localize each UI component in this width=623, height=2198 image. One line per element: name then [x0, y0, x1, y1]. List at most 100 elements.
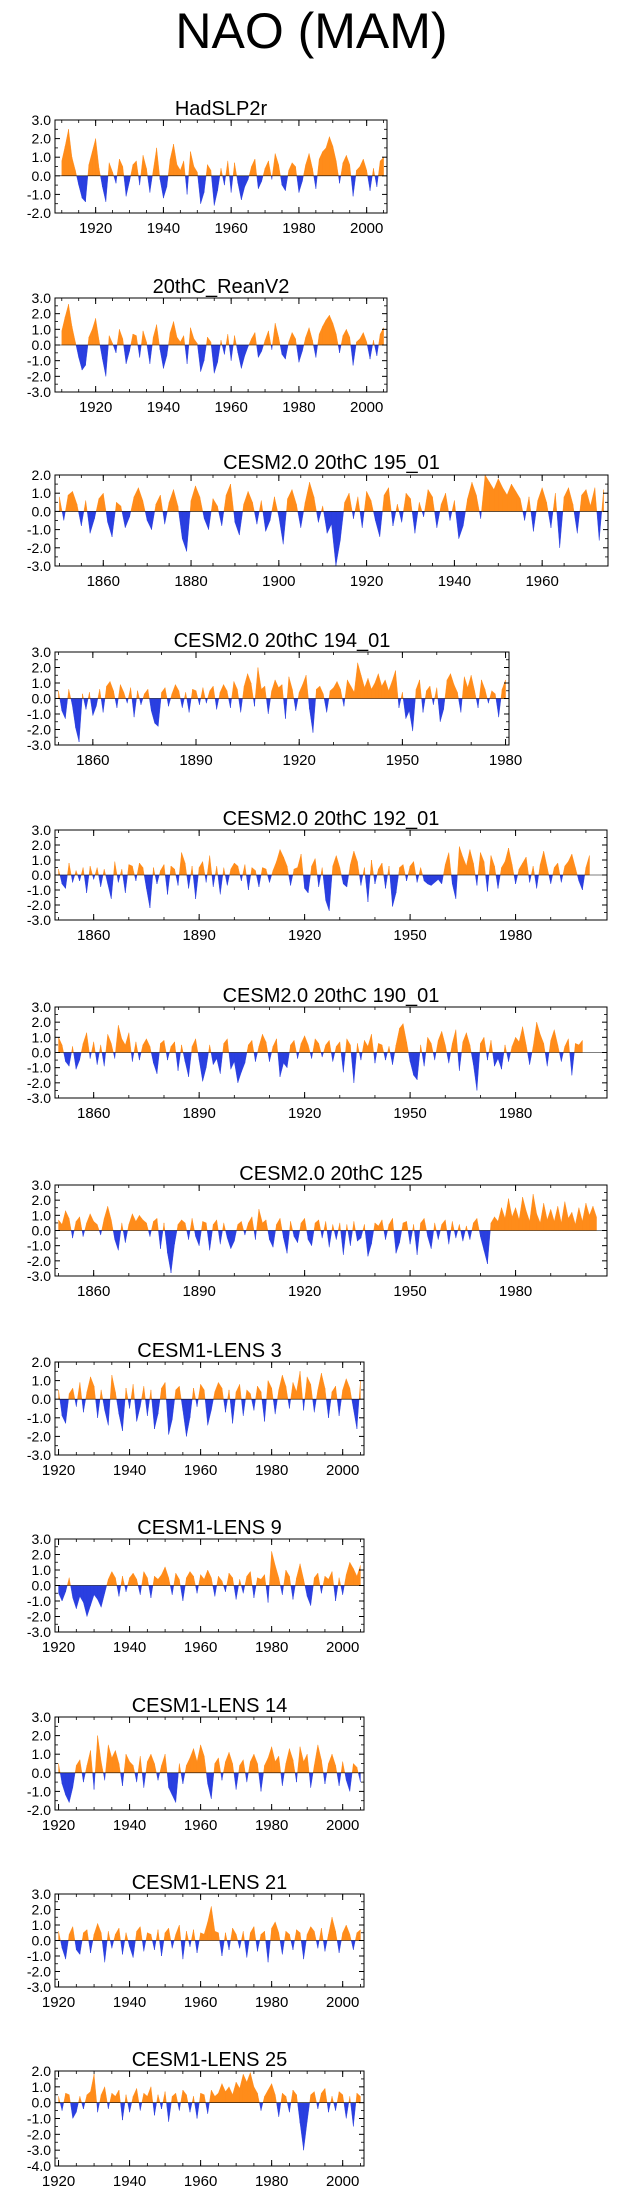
y-tick-label: -3.0: [27, 1090, 51, 1106]
y-tick-label: -2.0: [27, 368, 51, 384]
panel-title: CESM2.0 20thC 194_01: [174, 630, 391, 652]
y-tick-label: -2.0: [27, 897, 51, 913]
y-tick-label: 0.0: [32, 168, 52, 184]
y-tick-label: 1.0: [32, 1746, 52, 1762]
x-tick-label: 2000: [350, 399, 383, 416]
positive-area: [58, 1194, 597, 1231]
negative-area: [59, 2102, 357, 2151]
y-tick-label: -3.0: [27, 558, 51, 574]
y-tick-label: 3.0: [32, 999, 52, 1015]
y-tick-label: -1.0: [27, 1783, 51, 1799]
x-tick-label: 1920: [42, 1817, 75, 1834]
x-tick-label: 1890: [179, 752, 212, 769]
x-tick-label: 1980: [489, 752, 522, 769]
y-tick-label: -2.0: [27, 1802, 51, 1818]
y-tick-label: 0.0: [32, 1933, 52, 1949]
y-tick-label: -2.0: [27, 1609, 51, 1625]
y-tick-label: -2.0: [27, 540, 51, 556]
x-tick-label: 1960: [525, 573, 558, 590]
negative-area: [61, 511, 602, 566]
y-tick-label: -1.0: [27, 1060, 51, 1076]
panel-title: CESM1-LENS 9: [137, 1517, 282, 1539]
y-tick-label: 2.0: [32, 306, 52, 322]
y-tick-label: 2.0: [32, 837, 52, 853]
nao-panel-12: CESM1-LENS 252.01.00.0-1.0-2.0-3.0-4.019…: [27, 2049, 365, 2190]
y-tick-label: 0.0: [32, 1223, 52, 1239]
y-tick-label: -2.0: [27, 722, 51, 738]
y-tick-label: -1.0: [27, 1238, 51, 1254]
y-tick-label: -3.0: [27, 1268, 51, 1284]
x-tick-label: 1950: [393, 1105, 426, 1122]
y-tick-label: 0.0: [32, 1391, 52, 1407]
y-tick-label: 2.0: [32, 131, 52, 147]
y-tick-label: 0.0: [32, 1045, 52, 1061]
negative-area: [59, 874, 585, 912]
x-tick-label: 2000: [350, 220, 383, 237]
y-tick-label: -3.0: [27, 1979, 51, 1995]
y-tick-label: 1.0: [32, 149, 52, 165]
nao-panel-11: CESM1-LENS 21 3.02.01.00.0-1.0-2.0-3.0192…: [27, 1872, 365, 2011]
panel-title: CESM1-LENS 3: [137, 1340, 282, 1362]
x-tick-label: 1860: [77, 1105, 110, 1122]
y-tick-label: -3.0: [27, 2142, 51, 2158]
y-tick-label: 3.0: [32, 1709, 52, 1725]
panel-title: CESM2.0 20thC 195_01: [223, 452, 440, 474]
negative-area: [70, 1230, 491, 1274]
negative-area: [59, 1399, 360, 1437]
nao-panel-4: CESM2.0 20thC 194_01 3.02.01.00.0-1.0-2.0…: [27, 630, 522, 769]
x-tick-label: 1960: [184, 1817, 217, 1834]
negative-area: [58, 1585, 345, 1617]
nao-panel-2: 20thC_ReanV2 3.02.01.00.0-1.0-2.0-3.0 1920…: [27, 276, 388, 416]
y-tick-label: -4.0: [27, 2158, 51, 2174]
x-tick-label: 2000: [326, 1639, 359, 1656]
y-tick-label: -1.0: [27, 353, 51, 369]
panel-title: CESM1-LENS 21: [132, 1872, 288, 1894]
x-tick-label: 1920: [79, 399, 112, 416]
negative-area: [76, 175, 379, 206]
y-tick-label: 3.0: [32, 1531, 52, 1547]
y-tick-label: 3.0: [32, 1886, 52, 1902]
y-tick-label: 0.0: [32, 337, 52, 353]
x-tick-label: 1920: [288, 1105, 321, 1122]
y-tick-label: -2.0: [27, 1075, 51, 1091]
panel-title: CESM2.0 20thC 190_01: [223, 985, 440, 1007]
x-tick-label: 1960: [184, 1462, 217, 1479]
nao-panel-5: CESM2.0 20thC 192_01 3.02.01.00.0-1.0-2.0…: [27, 808, 608, 944]
x-tick-label: 1940: [113, 1639, 146, 1656]
x-tick-label: 1920: [42, 2173, 75, 2190]
y-tick-label: 2.0: [32, 660, 52, 676]
x-tick-label: 1960: [214, 220, 247, 237]
y-tick-label: -2.0: [27, 205, 51, 221]
x-tick-label: 1950: [393, 927, 426, 944]
y-tick-label: -3.0: [27, 1447, 51, 1463]
y-tick-label: 3.0: [32, 644, 52, 660]
nao-panel-1: HadSLP2r 3.0 2.0 1.0 0.0 -1.0 -2.0 1920 1940 1960…: [27, 98, 388, 237]
x-tick-label: 1960: [184, 1639, 217, 1656]
y-tick-label: -1.0: [27, 882, 51, 898]
x-tick-label: 1960: [214, 399, 247, 416]
y-tick-label: 1.0: [32, 485, 52, 501]
y-tick-label: 1.0: [32, 1207, 52, 1223]
y-tick-label: 0.0: [32, 1765, 52, 1781]
positive-area: [61, 129, 384, 176]
y-tick-label: -2.0: [27, 1253, 51, 1269]
y-tick-label: -1.0: [27, 1593, 51, 1609]
nao-panel-9: CESM1-LENS 9 3.02.01.00.0-1.0-2.0-3.01920…: [27, 1517, 365, 1656]
x-tick-label: 1980: [255, 1462, 288, 1479]
y-tick-label: 1.0: [32, 2079, 52, 2095]
y-tick-label: -2.0: [27, 2126, 51, 2142]
plot-frame: [54, 2070, 365, 2167]
panel-title: CESM2.0 20thC 125: [239, 1163, 422, 1185]
y-tick-label: 0.0: [32, 2095, 52, 2111]
x-tick-label: 1980: [255, 1639, 288, 1656]
y-tick-label: -3.0: [27, 384, 51, 400]
panel-title: CESM1-LENS 14: [132, 1695, 288, 1717]
x-tick-label: 1940: [113, 1462, 146, 1479]
nao-panel-6: CESM2.0 20thC 190_01 3.02.01.00.0-1.0-2.0…: [27, 985, 608, 1122]
positive-area: [58, 1371, 361, 1400]
y-tick-label: 0.0: [32, 691, 52, 707]
y-tick-label: 1.0: [32, 675, 52, 691]
y-tick-label: 2.0: [32, 1354, 52, 1370]
